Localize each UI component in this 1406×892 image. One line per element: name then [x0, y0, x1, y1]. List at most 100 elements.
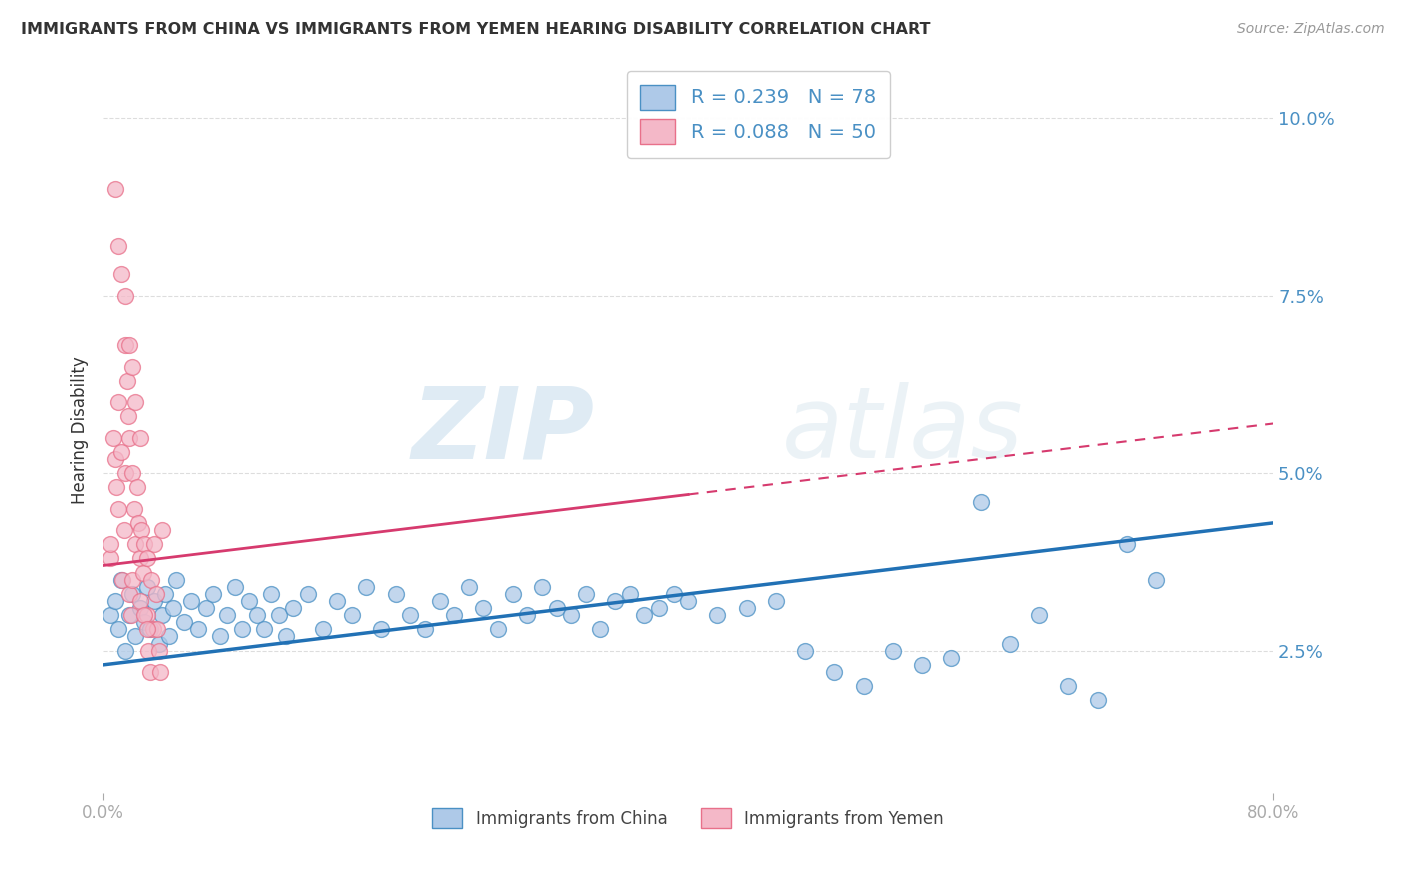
Point	[603, 594, 626, 608]
Point	[118, 608, 141, 623]
Text: IMMIGRANTS FROM CHINA VS IMMIGRANTS FROM YEMEN HEARING DISABILITY CORRELATION CH: IMMIGRANTS FROM CHINA VS IMMIGRANTS FROM…	[21, 22, 931, 37]
Point	[676, 594, 699, 608]
Point	[356, 580, 378, 594]
Point	[546, 601, 568, 615]
Point	[823, 665, 845, 679]
Point	[457, 580, 479, 594]
Point	[180, 594, 202, 608]
Point	[107, 239, 129, 253]
Point	[139, 623, 162, 637]
Point	[131, 566, 153, 580]
Point	[112, 523, 135, 537]
Point	[128, 431, 150, 445]
Point	[124, 537, 146, 551]
Point	[100, 551, 122, 566]
Point	[530, 580, 553, 594]
Point	[253, 623, 276, 637]
Point	[162, 601, 184, 615]
Point	[187, 623, 209, 637]
Point	[136, 551, 159, 566]
Point	[125, 480, 148, 494]
Point	[516, 608, 538, 623]
Point	[107, 501, 129, 516]
Point	[136, 580, 159, 594]
Point	[124, 395, 146, 409]
Point	[340, 608, 363, 623]
Point	[231, 623, 253, 637]
Point	[201, 587, 224, 601]
Point	[238, 594, 260, 608]
Point	[148, 643, 170, 657]
Point	[114, 338, 136, 352]
Point	[157, 630, 180, 644]
Point	[142, 623, 165, 637]
Point	[122, 501, 145, 516]
Point	[274, 630, 297, 644]
Point	[165, 573, 187, 587]
Point	[110, 445, 132, 459]
Point	[998, 636, 1021, 650]
Legend: Immigrants from China, Immigrants from Yemen: Immigrants from China, Immigrants from Y…	[426, 801, 950, 835]
Point	[589, 623, 612, 637]
Point	[486, 623, 509, 637]
Point	[911, 657, 934, 672]
Point	[267, 608, 290, 623]
Point	[141, 573, 163, 587]
Point	[224, 580, 246, 594]
Point	[1028, 608, 1050, 623]
Point	[173, 615, 195, 630]
Point	[118, 587, 141, 601]
Point	[283, 601, 305, 615]
Point	[735, 601, 758, 615]
Point	[648, 601, 671, 615]
Point	[114, 289, 136, 303]
Point	[118, 431, 141, 445]
Y-axis label: Hearing Disability: Hearing Disability	[72, 357, 89, 505]
Point	[502, 587, 524, 601]
Point	[1144, 573, 1167, 587]
Point	[765, 594, 787, 608]
Point	[117, 409, 139, 424]
Point	[145, 587, 167, 601]
Point	[118, 338, 141, 352]
Point	[560, 608, 582, 623]
Point	[143, 537, 166, 551]
Point	[121, 573, 143, 587]
Point	[139, 665, 162, 679]
Point	[217, 608, 239, 623]
Point	[105, 480, 128, 494]
Point	[114, 466, 136, 480]
Point	[794, 643, 817, 657]
Point	[706, 608, 728, 623]
Point	[120, 608, 142, 623]
Point	[852, 679, 875, 693]
Point	[260, 587, 283, 601]
Point	[110, 268, 132, 282]
Point	[413, 623, 436, 637]
Point	[150, 523, 173, 537]
Point	[103, 431, 125, 445]
Point	[153, 587, 176, 601]
Point	[138, 643, 160, 657]
Point	[128, 594, 150, 608]
Point	[882, 643, 904, 657]
Point	[107, 395, 129, 409]
Point	[100, 608, 122, 623]
Point	[662, 587, 685, 601]
Point	[297, 587, 319, 601]
Point	[121, 587, 143, 601]
Point	[399, 608, 422, 623]
Point	[150, 608, 173, 623]
Point	[311, 623, 333, 637]
Point	[370, 623, 392, 637]
Point	[110, 573, 132, 587]
Point	[114, 643, 136, 657]
Point	[1087, 693, 1109, 707]
Point	[443, 608, 465, 623]
Point	[143, 594, 166, 608]
Point	[429, 594, 451, 608]
Point	[128, 601, 150, 615]
Point	[941, 650, 963, 665]
Point	[384, 587, 406, 601]
Point	[132, 615, 155, 630]
